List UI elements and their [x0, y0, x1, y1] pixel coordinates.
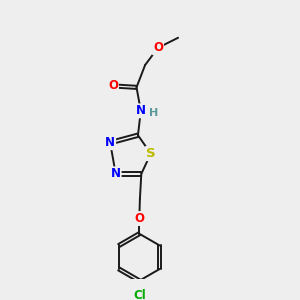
Text: S: S	[146, 147, 156, 160]
Text: Cl: Cl	[133, 289, 146, 300]
Text: N: N	[136, 104, 146, 117]
Text: O: O	[108, 80, 118, 92]
Text: N: N	[105, 136, 115, 149]
Text: H: H	[149, 108, 158, 118]
Text: N: N	[111, 167, 121, 180]
Text: O: O	[134, 212, 144, 225]
Text: O: O	[153, 41, 163, 54]
